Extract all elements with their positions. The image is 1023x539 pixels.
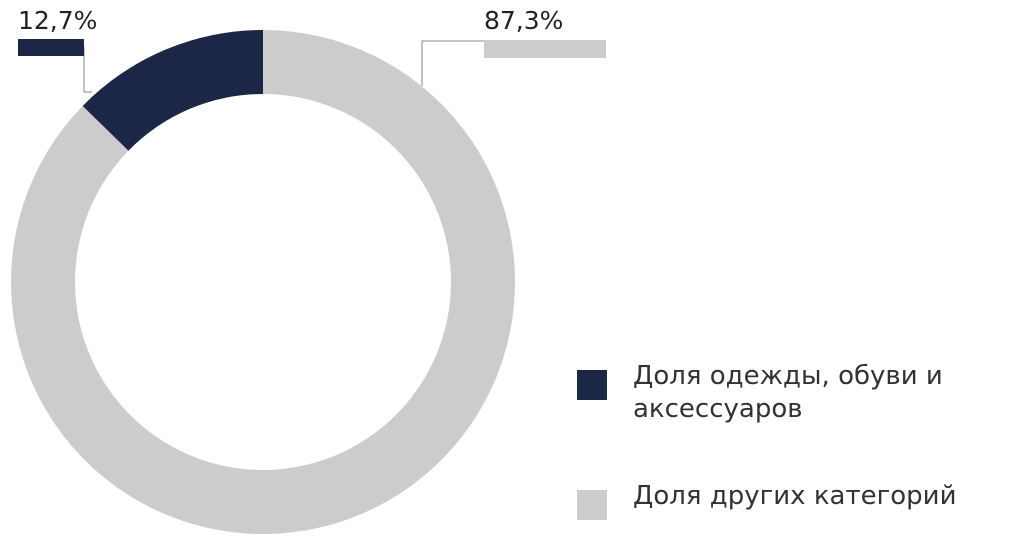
legend-swatch [577, 490, 607, 520]
pie-slice [82, 30, 263, 151]
legend-item: Доля одежды, обуви и аксессуаров [577, 360, 983, 426]
legend-label: Доля одежды, обуви и аксессуаров [633, 361, 943, 424]
callout-bar [484, 40, 606, 58]
legend-label: Доля других категорий [633, 481, 957, 511]
legend-swatch [577, 370, 607, 400]
value-label: 87,3% [484, 6, 563, 35]
connector [421, 40, 484, 86]
legend-item: Доля других категорий [577, 480, 983, 520]
value-label: 12,7% [18, 6, 97, 35]
callout-bar [18, 39, 84, 56]
